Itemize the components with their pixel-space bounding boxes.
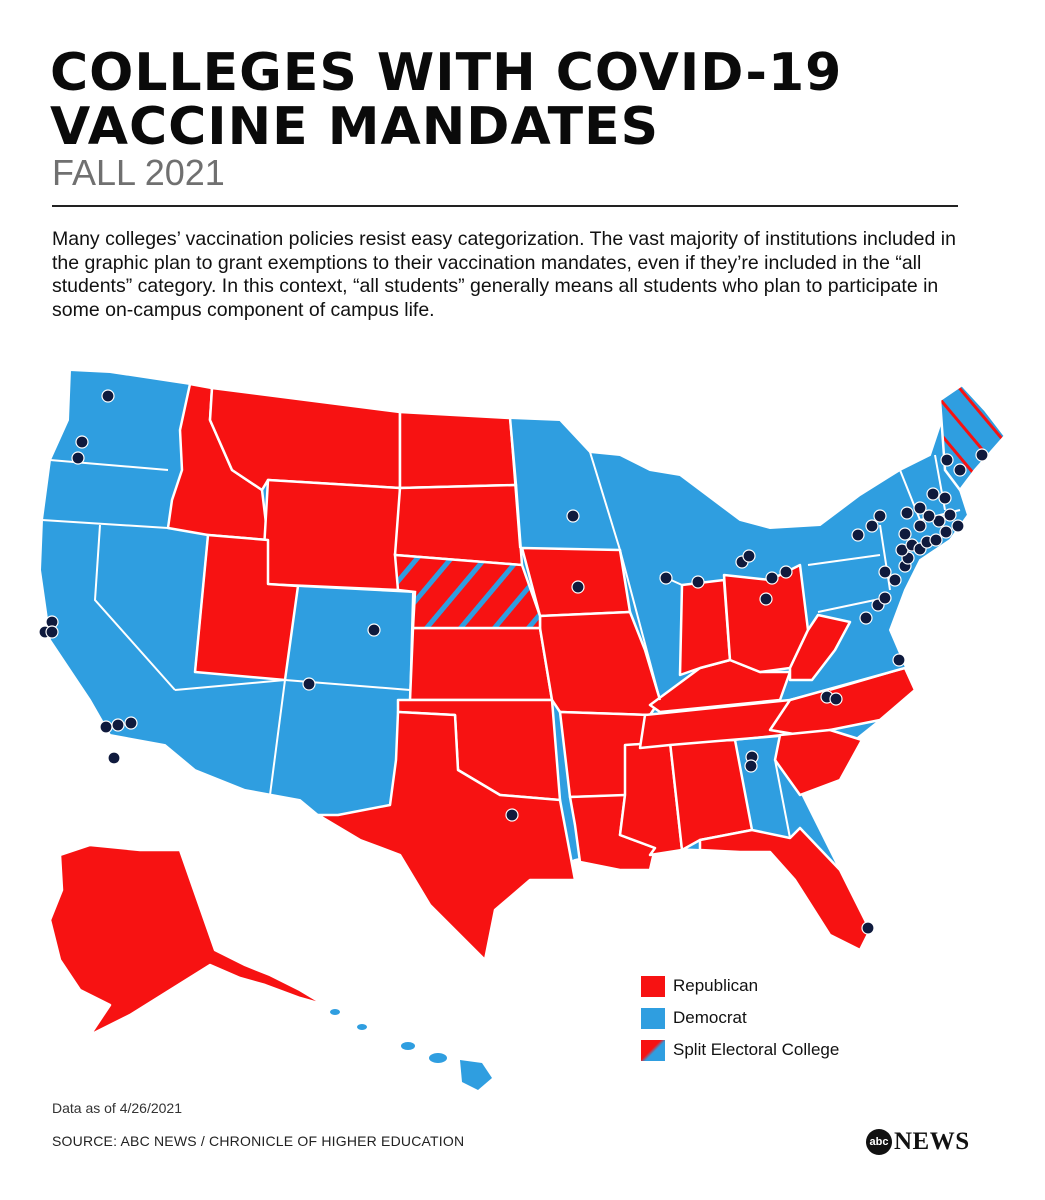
college-marker <box>742 549 756 563</box>
state-west-virginia <box>788 613 852 682</box>
source-credit: SOURCE: ABC NEWS / CHRONICLE OF HIGHER E… <box>52 1133 465 1149</box>
title-line-2: VACCINE MANDATES <box>50 97 660 157</box>
college-marker <box>859 611 873 625</box>
college-marker <box>765 571 779 585</box>
college-marker <box>45 625 59 639</box>
college-marker <box>124 716 138 730</box>
state-kansas <box>408 626 554 702</box>
state-nebraska <box>393 553 542 630</box>
state-indiana <box>678 578 732 677</box>
college-marker <box>892 653 906 667</box>
state-texas <box>316 710 577 962</box>
college-marker <box>888 573 902 587</box>
college-marker <box>865 519 879 533</box>
college-marker <box>505 808 519 822</box>
intro-paragraph: Many colleges’ vaccination policies resi… <box>52 228 956 321</box>
college-marker <box>659 571 673 585</box>
college-marker <box>940 453 954 467</box>
page-title: COLLEGES WITH COVID-19 VACCINE MANDATES <box>50 46 1010 154</box>
header-divider <box>52 205 958 207</box>
college-marker <box>898 527 912 541</box>
college-marker <box>71 451 85 465</box>
college-marker <box>566 509 580 523</box>
college-marker <box>571 580 585 594</box>
state-alaska <box>48 843 327 1037</box>
college-marker <box>75 435 89 449</box>
college-marker <box>111 718 125 732</box>
hawaii-island-1 <box>330 1009 340 1015</box>
hawaii-island-3 <box>401 1042 415 1050</box>
us-map <box>38 368 1007 1090</box>
college-marker <box>878 591 892 605</box>
title-line-1: COLLEGES WITH COVID-19 <box>50 43 843 103</box>
college-marker <box>900 506 914 520</box>
state-south-dakota <box>393 483 524 567</box>
news-wordmark: NEWS <box>894 1128 970 1155</box>
legend-label-democrat: Democrat <box>673 1008 747 1027</box>
college-marker <box>367 623 381 637</box>
state-north-dakota <box>398 410 518 490</box>
college-marker <box>975 448 989 462</box>
legend-label-split: Split Electoral College <box>673 1040 840 1059</box>
college-marker <box>829 692 843 706</box>
state-florida <box>698 826 872 952</box>
college-marker <box>861 921 875 935</box>
college-marker <box>913 501 927 515</box>
college-marker <box>938 491 952 505</box>
legend-swatch-republican <box>641 975 665 997</box>
hawaii-island-4 <box>429 1053 447 1063</box>
college-marker <box>851 528 865 542</box>
college-marker <box>302 677 316 691</box>
college-marker <box>759 592 773 606</box>
college-marker <box>101 389 115 403</box>
college-marker <box>953 463 967 477</box>
legend-swatch-split <box>641 1039 665 1061</box>
college-marker <box>939 525 953 539</box>
college-marker <box>691 575 705 589</box>
college-marker <box>913 519 927 533</box>
college-marker <box>951 519 965 533</box>
legend-item-republican: Republican <box>641 970 839 1002</box>
college-markers <box>38 389 989 935</box>
college-marker <box>99 720 113 734</box>
college-marker <box>943 508 957 522</box>
data-as-of-note: Data as of 4/26/2021 <box>52 1100 182 1116</box>
page-subtitle: FALL 2021 <box>52 152 225 193</box>
college-marker <box>744 759 758 773</box>
college-marker <box>926 487 940 501</box>
map-legend: Republican Democrat Split Electoral Coll… <box>641 970 839 1066</box>
college-marker <box>779 565 793 579</box>
state-wyoming <box>260 478 402 592</box>
college-marker <box>929 533 943 547</box>
college-marker <box>922 509 936 523</box>
state-north-carolina <box>768 666 917 737</box>
college-marker <box>878 565 892 579</box>
legend-item-democrat: Democrat <box>641 1002 839 1034</box>
state-montana <box>208 386 402 492</box>
hawaii-island-2 <box>357 1024 367 1030</box>
legend-swatch-democrat <box>641 1007 665 1029</box>
college-marker <box>873 509 887 523</box>
legend-label-republican: Republican <box>673 976 759 995</box>
hawaii-island-big <box>460 1060 492 1090</box>
republican-states <box>48 382 917 1037</box>
legend-item-split: Split Electoral College <box>641 1034 839 1066</box>
state-maine <box>938 383 1007 493</box>
abc-circle-icon: abc <box>866 1129 892 1155</box>
college-marker <box>107 751 121 765</box>
state-borders <box>41 417 961 839</box>
state-hawaii <box>330 1009 492 1090</box>
abc-news-logo: abc NEWS <box>866 1128 970 1156</box>
